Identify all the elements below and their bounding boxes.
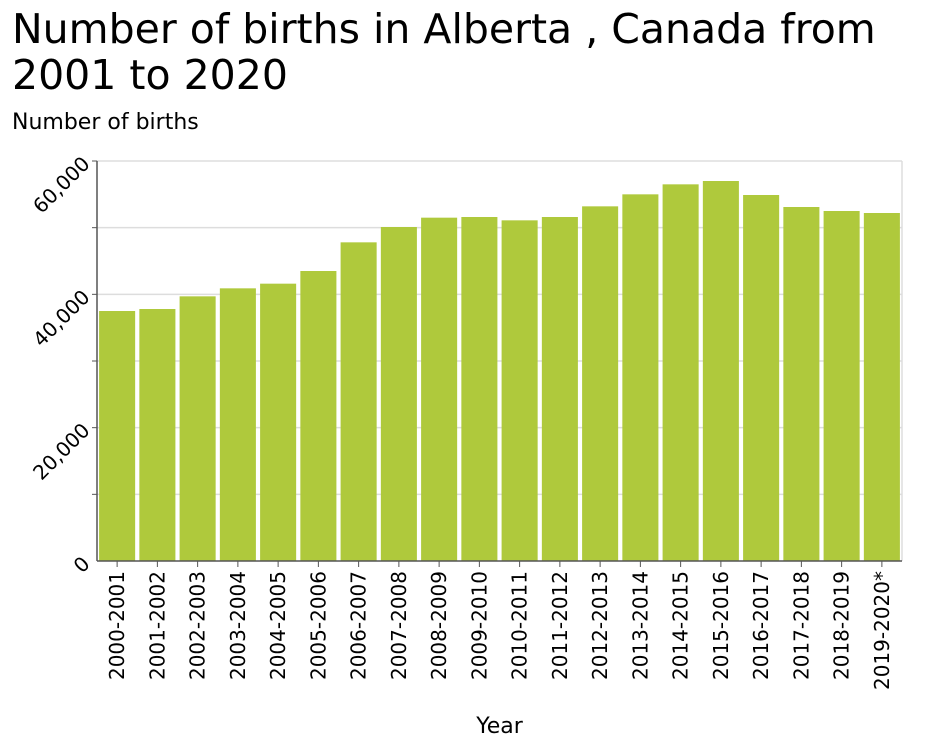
bar xyxy=(139,309,176,561)
y-tick-label: 20,000 xyxy=(28,418,94,484)
bar xyxy=(219,288,256,561)
bar xyxy=(622,194,659,562)
chart-title: Number of births in Alberta , Canada fro… xyxy=(12,5,876,99)
bar xyxy=(702,181,739,561)
y-tick-label: 60,000 xyxy=(28,152,94,218)
bar xyxy=(99,311,136,561)
y-tick-label: 0 xyxy=(69,552,95,578)
bar xyxy=(582,206,619,562)
bar xyxy=(340,242,377,562)
bar xyxy=(260,283,297,561)
bar xyxy=(743,195,780,561)
bar xyxy=(863,213,900,561)
x-tick-label: 2015-2016 xyxy=(709,571,733,680)
x-tick-label: 2011-2012 xyxy=(548,571,572,680)
y-tick-labels: 0 20,000 40,000 60,000 xyxy=(28,152,94,578)
x-tick-label: 2005-2006 xyxy=(306,571,330,680)
bar xyxy=(501,220,538,562)
y-tick-label: 40,000 xyxy=(28,285,94,351)
bar xyxy=(823,211,860,561)
bar xyxy=(300,271,337,561)
x-tick-label: 2016-2017 xyxy=(749,571,773,680)
x-tick-label: 2008-2009 xyxy=(427,571,451,680)
bar xyxy=(461,217,498,561)
x-tick-label: 2010-2011 xyxy=(508,571,532,680)
gridlines xyxy=(97,160,903,561)
x-tick-label: 2006-2007 xyxy=(347,571,371,680)
bars xyxy=(99,181,900,562)
x-tick-label: 2001-2002 xyxy=(145,571,169,680)
bar xyxy=(380,227,417,561)
x-tick-label: 2004-2005 xyxy=(266,571,290,680)
y-axis-label: Number of births xyxy=(12,110,199,135)
bar xyxy=(783,207,820,561)
x-tick-label: 2013-2014 xyxy=(628,571,652,680)
x-tick-labels: 2000-2001 2001-2002 2002-2003 2003-2004 2004… xyxy=(105,571,894,690)
x-tick-label: 2012-2013 xyxy=(588,571,612,680)
bar xyxy=(541,217,578,561)
x-tick-label: 2014-2015 xyxy=(669,571,693,680)
x-tick-label: 2003-2004 xyxy=(226,571,250,680)
x-axis-label: Year xyxy=(475,714,524,739)
x-tick-label: 2000-2001 xyxy=(105,571,129,680)
x-tick-label: 2017-2018 xyxy=(789,571,813,680)
bar xyxy=(421,217,458,561)
bar xyxy=(662,184,699,562)
x-tick-label: 2002-2003 xyxy=(186,571,210,680)
x-tick-label: 2019-2020* xyxy=(870,571,894,690)
x-tick-label: 2007-2008 xyxy=(387,571,411,680)
x-tick-label: 2009-2010 xyxy=(467,571,491,680)
axes xyxy=(92,160,902,567)
x-tick-label: 2018-2019 xyxy=(830,571,854,680)
bar xyxy=(179,296,216,561)
